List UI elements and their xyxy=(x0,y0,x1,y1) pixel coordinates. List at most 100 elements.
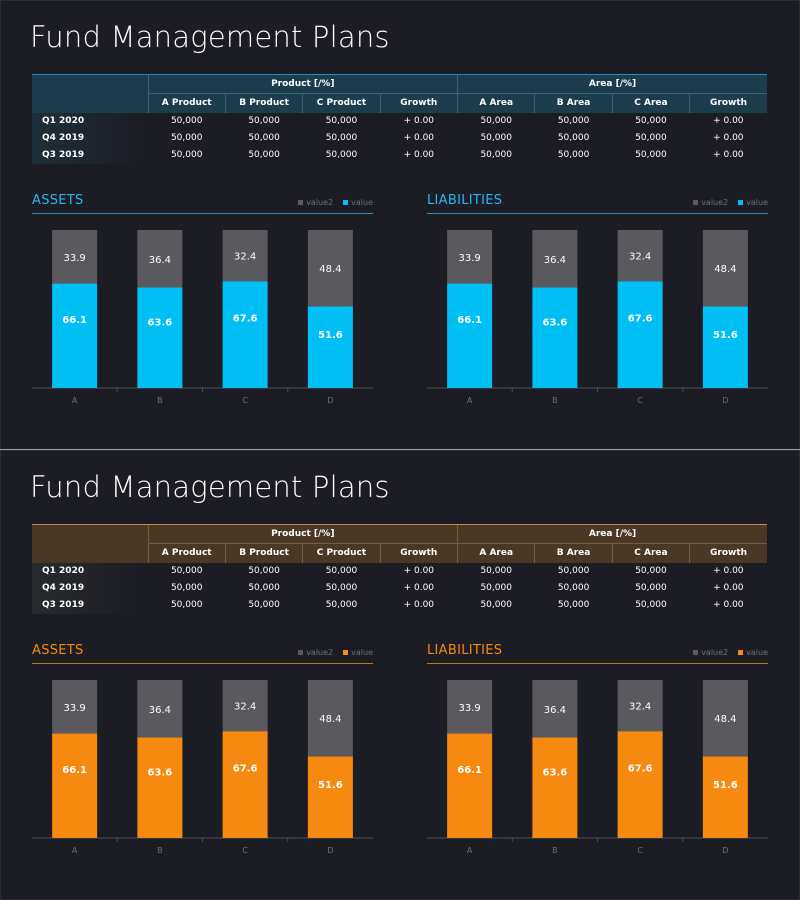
column-header: C Product xyxy=(302,93,381,113)
page-title: Fund Management Plans xyxy=(30,470,390,504)
data-label-value: 51.6 xyxy=(318,330,343,341)
x-tick-label: C xyxy=(242,846,248,855)
table-cell: 50,000 xyxy=(480,566,512,576)
table-cell: 50,000 xyxy=(480,150,512,160)
column-header: C Area xyxy=(611,543,690,563)
chart-title: LIABILITIES xyxy=(427,193,503,208)
legend-item-value: value xyxy=(738,198,768,207)
bar-value2 xyxy=(307,680,353,757)
legend-swatch xyxy=(343,200,349,205)
table-cell: 50,000 xyxy=(480,600,512,610)
row-label: Q4 2019 xyxy=(32,579,148,597)
liabilities-chart: LIABILITIES value2 value 66.1 33.9 A 63.6 36… xyxy=(427,640,772,860)
table-cell: 50,000 xyxy=(557,566,590,576)
bar-value xyxy=(532,287,578,388)
table-row: Q3 2019 50,000 50,000 50,000 + 0.00 50,0… xyxy=(32,146,767,164)
legend-swatch xyxy=(298,200,304,205)
summary-table: Product [/%] Area [/%] A Product B Produ… xyxy=(32,524,767,614)
dashboard-panel-blue: Fund Management Plans Product [/%] Area … xyxy=(0,0,800,450)
chart-plot: 66.1 33.9 A 63.6 36.4 B 67.6 32.4 C 51.6 48.4 D xyxy=(427,230,768,405)
table-cell: + 0.00 xyxy=(403,600,435,610)
bar-value xyxy=(222,731,268,838)
table-row: Q4 2019 50,000 50,000 50,000 + 0.00 50,0… xyxy=(32,579,767,597)
table-cell: 50,000 xyxy=(248,600,280,610)
bar-value xyxy=(307,756,353,838)
table-cell: 50,000 xyxy=(635,116,667,126)
data-label-value2: 32.4 xyxy=(234,702,256,713)
legend-label: value xyxy=(746,198,768,207)
x-tick-label: C xyxy=(637,846,643,855)
row-label: Q1 2020 xyxy=(32,112,148,130)
legend-label: value xyxy=(746,648,768,657)
table-row: Q3 2019 50,000 50,000 50,000 + 0.00 50,0… xyxy=(32,596,767,614)
table-row: Q1 2020 50,000 50,000 50,000 + 0.00 50,0… xyxy=(32,562,767,580)
chart-title: ASSETS xyxy=(32,193,84,208)
table-cell: + 0.00 xyxy=(403,150,435,160)
bar-value xyxy=(532,737,578,838)
group-header-area: Area [/%] xyxy=(457,524,767,544)
table-cell: 50,000 xyxy=(248,583,280,593)
bar-value xyxy=(137,737,183,838)
data-label-value: 66.1 xyxy=(62,315,87,326)
table-cell: + 0.00 xyxy=(713,150,744,160)
x-tick-label: B xyxy=(157,846,163,855)
legend-swatch xyxy=(738,650,744,655)
column-header: C Product xyxy=(302,543,381,563)
bar-value xyxy=(137,287,183,388)
table-cell: 50,000 xyxy=(557,583,590,593)
table-cell: 50,000 xyxy=(635,583,667,593)
data-label-value: 63.6 xyxy=(543,318,568,329)
table-cell: 50,000 xyxy=(557,133,590,143)
group-header-product: Product [/%] xyxy=(147,74,458,94)
data-label-value2: 48.4 xyxy=(714,264,736,275)
table-cell: 50,000 xyxy=(248,566,280,576)
row-label: Q3 2019 xyxy=(32,596,148,614)
legend-label: value xyxy=(351,198,373,207)
x-tick-label: A xyxy=(467,846,473,855)
data-label-value2: 32.4 xyxy=(629,252,651,263)
data-label-value2: 32.4 xyxy=(234,252,256,263)
bar-value2 xyxy=(702,230,748,307)
data-label-value: 67.6 xyxy=(628,314,653,325)
legend-label: value2 xyxy=(306,198,334,207)
column-header: Growth xyxy=(379,543,458,563)
x-tick-label: D xyxy=(327,396,333,405)
x-tick-label: C xyxy=(637,396,643,405)
table-cell: 50,000 xyxy=(170,150,203,160)
chart-plot: 66.1 33.9 A 63.6 36.4 B 67.6 32.4 C 51.6 48.4 D xyxy=(427,680,768,855)
table-cell: 50,000 xyxy=(557,116,590,126)
column-header: A Product xyxy=(147,543,226,563)
bar-value2 xyxy=(702,680,748,757)
x-tick-label: A xyxy=(72,396,78,405)
bar-value2 xyxy=(137,230,183,288)
data-label-value: 63.6 xyxy=(148,318,173,329)
legend-swatch xyxy=(693,200,699,205)
chart-legend: value2 value xyxy=(292,198,373,207)
bar-value2 xyxy=(447,680,493,734)
bar-value xyxy=(222,281,268,388)
legend-item-value: value xyxy=(738,648,768,657)
data-label-value: 67.6 xyxy=(233,764,258,775)
bar-value xyxy=(307,306,353,388)
bar-value2 xyxy=(307,230,353,307)
data-label-value2: 32.4 xyxy=(629,702,651,713)
column-header: B Area xyxy=(534,93,613,113)
table-cell: 50,000 xyxy=(325,116,358,126)
dashboard-panel-orange: Fund Management Plans Product [/%] Area … xyxy=(0,450,800,900)
table-cell: 50,000 xyxy=(325,566,358,576)
chart-plot: 66.1 33.9 A 63.6 36.4 B 67.6 32.4 C 51.6 48.4 D xyxy=(32,230,373,405)
table-corner xyxy=(32,524,148,563)
liabilities-chart: LIABILITIES value2 value 66.1 33.9 A 63.6 36… xyxy=(427,190,772,410)
bar-value xyxy=(52,283,98,388)
legend-item-value: value xyxy=(343,198,373,207)
table-cell: + 0.00 xyxy=(713,600,744,610)
legend-label: value xyxy=(351,648,373,657)
column-header: A Product xyxy=(147,93,226,113)
table-cell: + 0.00 xyxy=(713,116,744,126)
chart-title: ASSETS xyxy=(32,643,84,658)
legend-label: value2 xyxy=(701,198,729,207)
data-label-value: 51.6 xyxy=(713,330,738,341)
bar-value xyxy=(617,731,663,838)
bar-value2 xyxy=(222,680,268,732)
data-label-value: 67.6 xyxy=(628,764,653,775)
